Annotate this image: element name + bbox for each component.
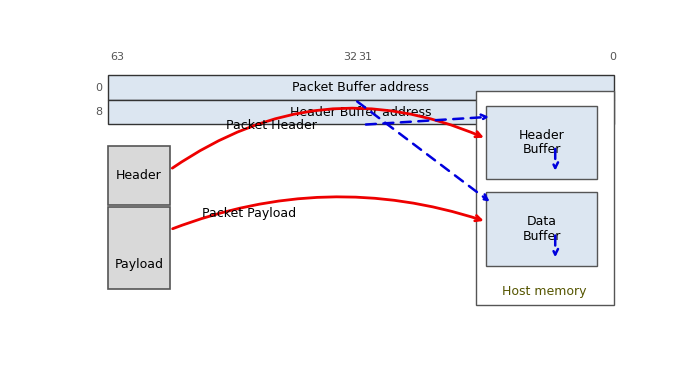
Text: 31: 31 (358, 52, 372, 62)
Text: 8: 8 (96, 107, 103, 117)
Bar (487, 106, 597, 179)
Bar (107, 207, 170, 289)
Text: Header: Header (519, 129, 565, 142)
Bar (475, 91, 614, 305)
Text: Buffer: Buffer (523, 230, 561, 243)
Text: Data: Data (527, 215, 557, 228)
Text: Header Buffer address: Header Buffer address (290, 106, 431, 118)
Bar (107, 100, 614, 124)
Text: Payload: Payload (114, 258, 163, 271)
Text: 0: 0 (96, 82, 103, 93)
Text: 63: 63 (110, 52, 124, 62)
Text: Host memory: Host memory (503, 285, 587, 298)
Text: Buffer: Buffer (523, 143, 561, 156)
Text: Packet Payload: Packet Payload (202, 207, 297, 220)
Text: 0: 0 (609, 52, 616, 62)
Bar (487, 192, 597, 266)
Bar (107, 146, 170, 205)
Text: Packet Buffer address: Packet Buffer address (292, 81, 429, 94)
Bar (107, 75, 614, 100)
Text: 32: 32 (343, 52, 358, 62)
Text: Header: Header (116, 169, 162, 182)
Text: Packet Header: Packet Header (225, 119, 317, 132)
